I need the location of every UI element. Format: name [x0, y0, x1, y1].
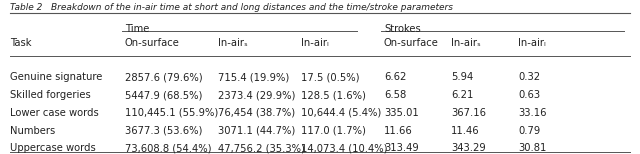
Text: Task: Task [10, 38, 31, 49]
Text: 47,756.2 (35.3%): 47,756.2 (35.3%) [218, 143, 305, 153]
Text: In-airₛ: In-airₛ [451, 38, 481, 49]
Text: 6.58: 6.58 [384, 90, 406, 100]
Text: 3071.1 (44.7%): 3071.1 (44.7%) [218, 126, 295, 136]
Text: 335.01: 335.01 [384, 108, 419, 118]
Text: 117.0 (1.7%): 117.0 (1.7%) [301, 126, 365, 136]
Text: 73,608.8 (54.4%): 73,608.8 (54.4%) [125, 143, 211, 153]
Text: Table 2   Breakdown of the in-air time at short and long distances and the time/: Table 2 Breakdown of the in-air time at … [10, 3, 452, 12]
Text: 6.21: 6.21 [451, 90, 474, 100]
Text: On-surface: On-surface [384, 38, 439, 49]
Text: 33.16: 33.16 [518, 108, 547, 118]
Text: 11.46: 11.46 [451, 126, 480, 136]
Text: 110,445.1 (55.9%): 110,445.1 (55.9%) [125, 108, 218, 118]
Text: 5.94: 5.94 [451, 72, 474, 82]
Text: In-airₛ: In-airₛ [218, 38, 247, 49]
Text: 30.81: 30.81 [518, 143, 547, 153]
Text: 0.79: 0.79 [518, 126, 541, 136]
Text: 76,454 (38.7%): 76,454 (38.7%) [218, 108, 295, 118]
Text: 11.66: 11.66 [384, 126, 413, 136]
Text: Skilled forgeries: Skilled forgeries [10, 90, 90, 100]
Text: 10,644.4 (5.4%): 10,644.4 (5.4%) [301, 108, 381, 118]
Text: 313.49: 313.49 [384, 143, 419, 153]
Text: Uppercase words: Uppercase words [10, 143, 95, 153]
Text: Strokes: Strokes [384, 24, 420, 34]
Text: Numbers: Numbers [10, 126, 55, 136]
Text: 14,073.4 (10.4%): 14,073.4 (10.4%) [301, 143, 387, 153]
Text: 17.5 (0.5%): 17.5 (0.5%) [301, 72, 359, 82]
Text: Lower case words: Lower case words [10, 108, 99, 118]
Text: 367.16: 367.16 [451, 108, 486, 118]
Text: 3677.3 (53.6%): 3677.3 (53.6%) [125, 126, 202, 136]
Text: 2373.4 (29.9%): 2373.4 (29.9%) [218, 90, 295, 100]
Text: 0.32: 0.32 [518, 72, 541, 82]
Text: Time: Time [125, 24, 149, 34]
Text: In-airₗ: In-airₗ [301, 38, 328, 49]
Text: In-airₗ: In-airₗ [518, 38, 546, 49]
Text: 0.63: 0.63 [518, 90, 541, 100]
Text: 5447.9 (68.5%): 5447.9 (68.5%) [125, 90, 202, 100]
Text: 343.29: 343.29 [451, 143, 486, 153]
Text: 715.4 (19.9%): 715.4 (19.9%) [218, 72, 289, 82]
Text: Genuine signature: Genuine signature [10, 72, 102, 82]
Text: On-surface: On-surface [125, 38, 180, 49]
Text: 128.5 (1.6%): 128.5 (1.6%) [301, 90, 365, 100]
Text: 6.62: 6.62 [384, 72, 406, 82]
Text: 2857.6 (79.6%): 2857.6 (79.6%) [125, 72, 202, 82]
